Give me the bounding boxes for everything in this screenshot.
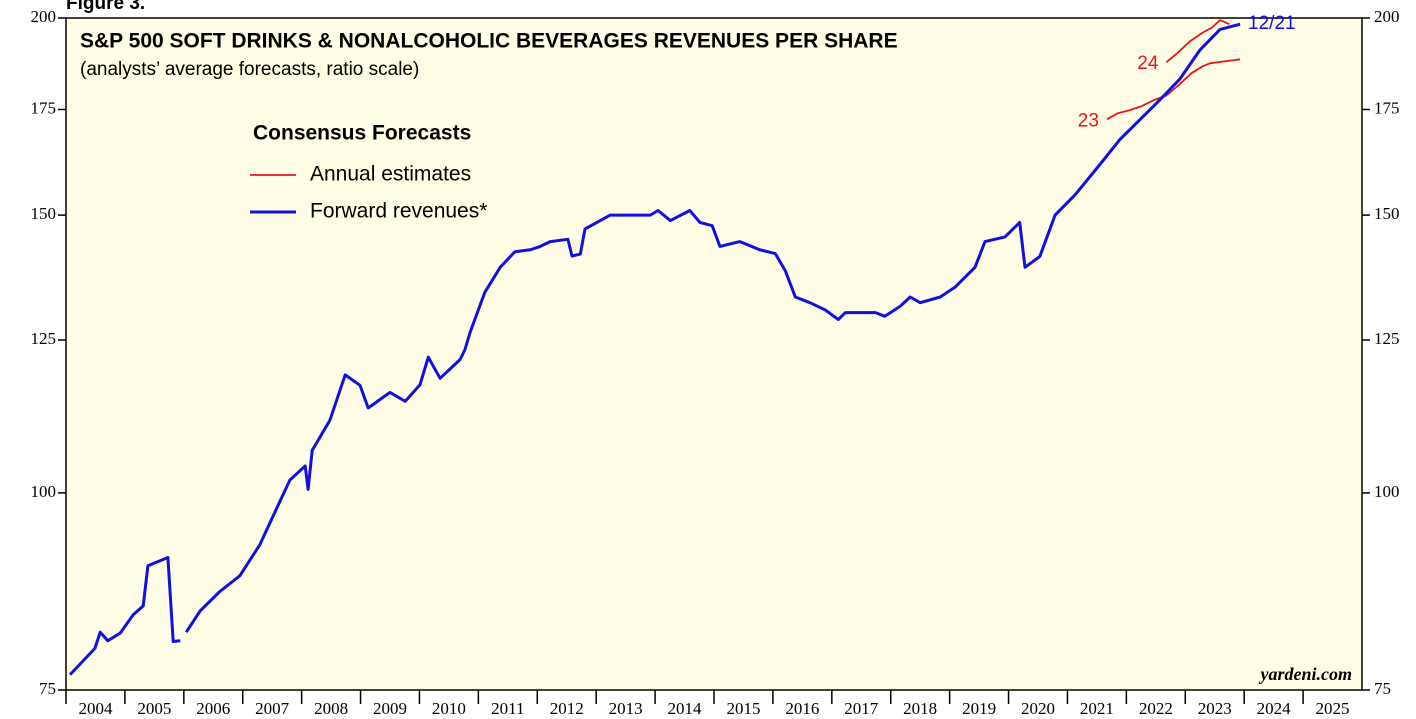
plot-area: [65, 17, 1363, 691]
legend-title: Consensus Forecasts: [253, 122, 471, 145]
x-tick-label: 2025: [1316, 699, 1350, 718]
legend-label: Forward revenues*: [310, 200, 487, 223]
x-tick-label: 2015: [726, 699, 760, 718]
x-tick-label: 2005: [137, 699, 171, 718]
x-tick-label: 2024: [1257, 699, 1292, 718]
x-tick-label: 2013: [609, 699, 643, 718]
y-tick-label: 100: [31, 482, 57, 501]
series-line: [1106, 58, 1241, 121]
x-tick-label: 2021: [1080, 699, 1114, 718]
figure-label: Figure 3.: [66, 0, 145, 14]
x-tick-label: 2022: [1139, 699, 1173, 718]
legend-label: Annual estimates: [310, 163, 471, 186]
y-tick-label-right: 175: [1374, 98, 1400, 117]
y-tick-label: 175: [31, 98, 57, 117]
x-tick-label: 2006: [196, 699, 230, 718]
x-tick-label: 2012: [550, 699, 584, 718]
y-tick-label-right: 200: [1374, 7, 1400, 26]
x-tick-label: 2004: [78, 699, 113, 718]
y-tick-label: 75: [39, 679, 56, 698]
y-tick-label-right: 125: [1374, 329, 1400, 348]
x-tick-label: 2014: [668, 699, 703, 718]
y-tick-label-right: 75: [1374, 679, 1391, 698]
y-tick-label: 200: [31, 7, 57, 26]
y-tick-label: 150: [31, 204, 57, 223]
end-label: 12/21: [1248, 13, 1296, 34]
line-label: 23: [1078, 110, 1099, 131]
y-tick-label-right: 150: [1374, 204, 1400, 223]
x-tick-label: 2023: [1198, 699, 1232, 718]
source: yardeni.com: [1259, 664, 1353, 684]
line-label: 24: [1137, 53, 1159, 74]
y-tick-label: 125: [31, 329, 57, 348]
chart-title: S&P 500 SOFT DRINKS & NONALCOHOLIC BEVER…: [80, 30, 898, 53]
x-tick-label: 2018: [903, 699, 937, 718]
series-line: [1165, 19, 1230, 63]
y-tick-label-right: 100: [1374, 482, 1400, 501]
x-tick-label: 2009: [373, 699, 407, 718]
x-tick-label: 2016: [785, 699, 819, 718]
x-tick-label: 2010: [432, 699, 466, 718]
x-tick-label: 2007: [255, 699, 290, 718]
x-tick-label: 2011: [491, 699, 524, 718]
x-tick-label: 2020: [1021, 699, 1055, 718]
x-tick-label: 2019: [962, 699, 996, 718]
x-tick-label: 2008: [314, 699, 348, 718]
series-line: [69, 22, 1241, 676]
chart-subtitle: (analysts’ average forecasts, ratio scal…: [80, 59, 419, 80]
x-tick-label: 2017: [844, 699, 879, 718]
